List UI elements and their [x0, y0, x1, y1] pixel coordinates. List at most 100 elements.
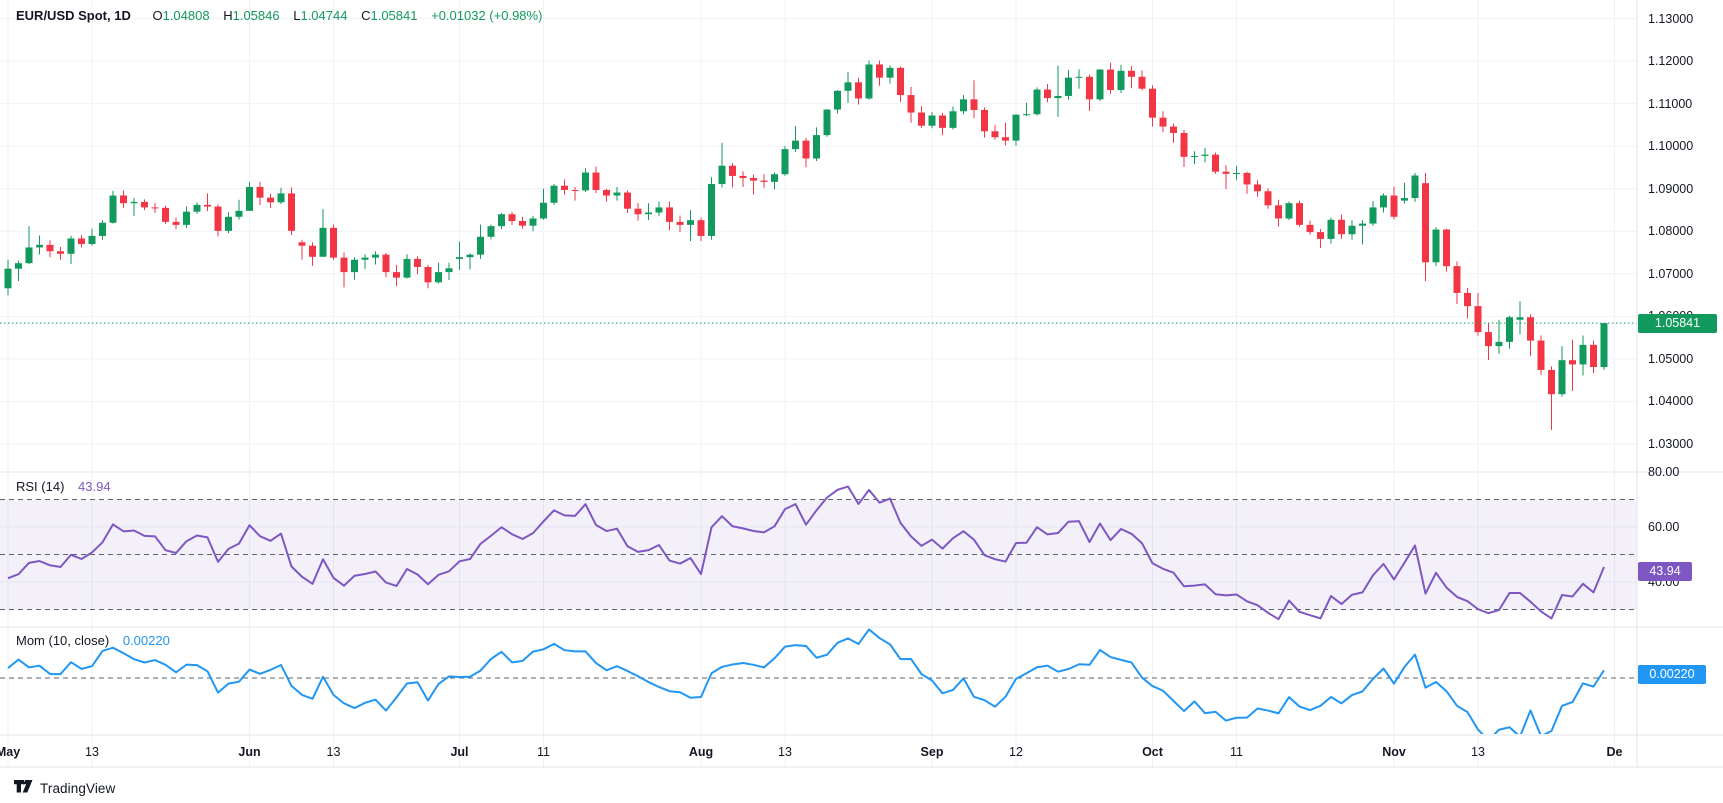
time-axis-label[interactable]: 12 [1009, 745, 1023, 759]
candle-body [991, 131, 999, 138]
open-value: 1.04808 [162, 8, 210, 23]
candle-body [918, 112, 925, 126]
candle-body [204, 204, 211, 207]
time-axis-label[interactable]: Aug [688, 745, 714, 759]
price-axis-label: 1.09000 [1648, 181, 1694, 196]
candle-body [750, 178, 757, 181]
candle-body [498, 214, 505, 227]
candle-body [1128, 70, 1135, 77]
rsi-value: 43.94 [78, 479, 111, 494]
candle-body [330, 227, 337, 258]
candle-body [435, 272, 442, 283]
candle-body [1054, 95, 1062, 99]
price-axis-label: 1.07000 [1648, 266, 1694, 281]
candle-body [1201, 154, 1209, 156]
candle-body [1170, 126, 1177, 133]
momentum-value: 0.00220 [122, 633, 170, 648]
candle-body [183, 211, 190, 225]
candle-body [708, 184, 715, 236]
candle-body [445, 268, 453, 273]
candle-body [1044, 89, 1051, 99]
candle-body [403, 258, 411, 278]
candle-body [99, 222, 106, 236]
candle-body [340, 257, 348, 273]
candle-body [1275, 205, 1282, 219]
time-axis-label[interactable]: Jul [450, 745, 469, 759]
candle-body [1495, 341, 1503, 347]
candle-body [4, 268, 12, 289]
candle-body [319, 227, 327, 257]
time-axis-label[interactable]: 11 [1230, 745, 1243, 759]
candle-body [1558, 360, 1566, 395]
candle-body [603, 189, 610, 196]
time-axis-label[interactable]: Nov [1382, 745, 1406, 759]
tradingview-attribution[interactable]: TradingView [14, 777, 115, 799]
candle-body [46, 244, 54, 252]
close-prefix: C [361, 8, 371, 23]
candle-body [697, 220, 705, 236]
candle-body [298, 242, 306, 246]
candle-body [1065, 77, 1072, 96]
candle-body [1233, 172, 1240, 174]
low-prefix: L [293, 8, 301, 23]
candle-body [886, 67, 894, 78]
price-axis-label: 1.11000 [1648, 96, 1693, 111]
price-axis-label: 1.05000 [1648, 351, 1694, 366]
candle-body [1086, 76, 1093, 100]
candle-body [939, 115, 946, 128]
candle-body [855, 82, 862, 99]
time-axis-label[interactable]: Sep [920, 745, 944, 759]
candle-body [781, 149, 789, 175]
candle-body [1464, 292, 1471, 307]
rsi-value-badge: 43.94 [1638, 561, 1692, 581]
candle-body [15, 263, 22, 269]
high-value: 1.05846 [232, 8, 280, 23]
candle-body [414, 258, 421, 267]
momentum-line[interactable] [7, 628, 1605, 740]
candle-body [1212, 154, 1219, 172]
candle-body [1096, 69, 1104, 100]
candle-body [876, 64, 883, 78]
time-axis-label[interactable]: May [0, 745, 21, 759]
candle-body [1327, 219, 1335, 239]
candle-body [246, 186, 253, 211]
candle-body [88, 235, 96, 245]
candle-body [1359, 223, 1366, 226]
time-axis-label[interactable]: 13 [1471, 745, 1485, 759]
candle-body [1075, 76, 1083, 78]
candlestick-series[interactable] [4, 60, 1608, 430]
candle-body [897, 67, 904, 96]
rsi-line[interactable] [7, 485, 1605, 621]
candle-body [865, 64, 873, 99]
rsi-axis-label: 80.00 [1648, 465, 1680, 479]
chart-legend[interactable]: EUR/USD Spot, 1D O1.04808 H1.05846 L1.04… [16, 7, 542, 25]
time-axis-label[interactable]: 13 [85, 745, 99, 759]
momentum-indicator-legend[interactable]: Mom (10, close) 0.00220 [16, 633, 170, 649]
candle-body [1432, 229, 1440, 263]
change-value: +0.01032 (+0.98%) [431, 8, 543, 23]
candle-body [57, 251, 64, 254]
time-axis-label[interactable]: 13 [778, 745, 792, 759]
time-axis-label[interactable]: Oct [1142, 745, 1163, 759]
candle-body [540, 202, 547, 219]
candle-body [634, 208, 642, 215]
time-axis-label[interactable]: Jun [238, 745, 261, 759]
rsi-indicator-legend[interactable]: RSI (14) 43.94 [16, 479, 111, 495]
price-axis-label: 1.10000 [1648, 139, 1694, 154]
time-axis-label[interactable]: 11 [537, 745, 550, 759]
candle-body [288, 193, 295, 231]
momentum-label: Mom (10, close) [16, 633, 110, 648]
candle-body [928, 115, 936, 126]
candle-body [1348, 225, 1356, 235]
time-axis-label[interactable]: 13 [326, 745, 341, 759]
candle-body [1296, 203, 1303, 225]
candle-body [760, 180, 768, 182]
candle-body [624, 192, 631, 209]
time-axis-label[interactable]: De [1606, 745, 1623, 759]
candle-body [844, 82, 852, 91]
low-value: 1.04744 [300, 8, 348, 23]
candle-body [120, 195, 127, 204]
candle-body [1002, 137, 1009, 141]
